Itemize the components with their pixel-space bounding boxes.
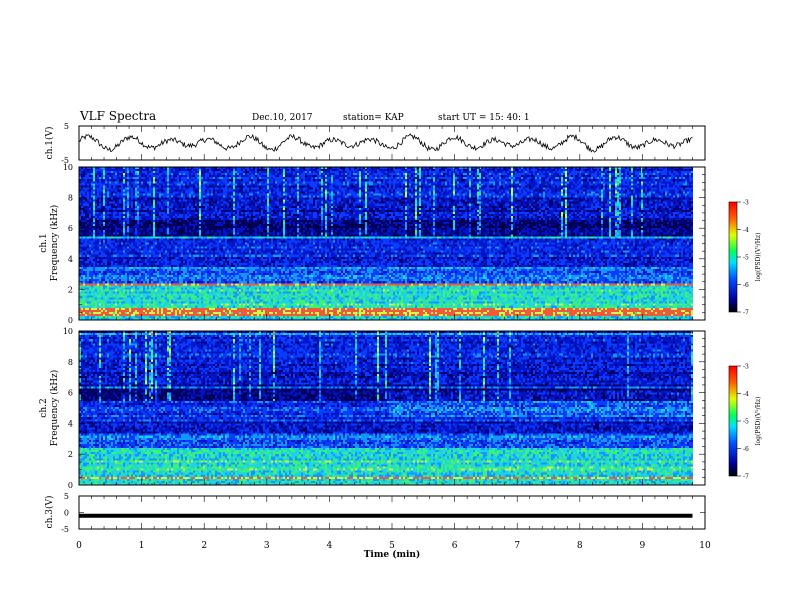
y-tick-label: 4: [68, 255, 73, 264]
y-tick-label: -5: [61, 525, 69, 534]
y-tick-label: 6: [68, 224, 73, 233]
x-tick-label: 6: [452, 541, 458, 551]
plot-title: VLF Spectra: [80, 109, 157, 123]
colorbar-tick-label: -3: [743, 200, 749, 207]
ch2-spectrogram-ylabel: Frequency (kHz): [49, 370, 60, 447]
x-tick-label: 5: [389, 541, 395, 551]
ch2-colorbar-label: log(PSD)(V²/Hz): [755, 397, 762, 446]
ch3-ylabel: ch.3(V): [44, 496, 55, 529]
colorbar-tick-label: -4: [743, 227, 749, 234]
x-tick-label: 4: [327, 541, 333, 551]
y-tick-label: 0: [68, 481, 73, 490]
x-axis-label: Time (min): [364, 549, 421, 560]
y-tick-label: 8: [68, 358, 73, 367]
ch1-colorbar: [728, 201, 738, 313]
ch2-colorbar: [728, 365, 738, 477]
x-tick-label: 1: [139, 541, 145, 551]
y-tick-label: 2: [68, 285, 73, 294]
colorbar-ticks: -3 -4 -5 -6 -7 -3 -4 -5 -6 -7: [737, 200, 749, 481]
ch1-spectrogram-frame: [78, 166, 706, 321]
x-tick-label: 2: [201, 541, 207, 551]
x-tick-label: 8: [577, 541, 583, 551]
y-tick-label: 10: [63, 163, 73, 172]
y-tick-label: 0: [68, 316, 73, 325]
x-tick-label: 7: [514, 541, 520, 551]
y-tick-label: 5: [64, 492, 69, 501]
colorbar-tick-label: -7: [743, 310, 749, 317]
x-tick-label: 10: [699, 541, 711, 551]
ch2-spectrogram-frame: [78, 330, 706, 486]
ch1-spectrogram-ylabel: Frequency (kHz): [49, 205, 60, 282]
axis-ticks: 0 1 2 3 4 5 6 7 8 9 10 5 -5 5 0 -5 0 2 4 6 8 10 0 2 4 6 8 10: [61, 122, 711, 551]
y-tick-label: 5: [64, 122, 69, 131]
x-tick-label: 3: [264, 541, 270, 551]
y-tick-label: 4: [68, 419, 73, 428]
ch1-spectrogram-image: [79, 167, 693, 320]
plot-station: station= KAP: [343, 113, 404, 123]
y-tick-label: 0: [64, 509, 69, 518]
colorbar-tick-label: -7: [743, 474, 749, 481]
ch1-waveform-line: [78, 133, 693, 153]
plot-start-time: start UT = 15: 40: 1: [438, 113, 530, 123]
ch1-ylabel: ch.1(V): [44, 127, 55, 160]
ch2-spectrogram-ylabel-channel: ch.2: [39, 398, 49, 417]
y-tick-label: -5: [61, 156, 69, 165]
plot-date: Dec.10, 2017: [252, 113, 313, 123]
x-tick-label: 9: [640, 541, 646, 551]
ch2-spectrogram-image: [79, 331, 693, 485]
ch1-colorbar-label: log(PSD)(V²/Hz): [755, 233, 762, 282]
y-tick-label: 8: [68, 194, 73, 203]
y-tick-label: 6: [68, 389, 73, 398]
y-tick-label: 10: [63, 327, 73, 336]
ch2-ylabel-channel: ch.1: [39, 233, 49, 252]
colorbar-tick-label: -5: [743, 255, 749, 262]
colorbar-tick-label: -6: [743, 282, 749, 289]
colorbar-tick-label: -3: [743, 364, 749, 371]
colorbar-tick-label: -6: [743, 446, 749, 453]
colorbar-tick-label: -4: [743, 391, 749, 398]
y-tick-label: 2: [68, 450, 73, 459]
x-tick-label: 0: [76, 541, 82, 551]
colorbar-tick-label: -5: [743, 419, 749, 426]
